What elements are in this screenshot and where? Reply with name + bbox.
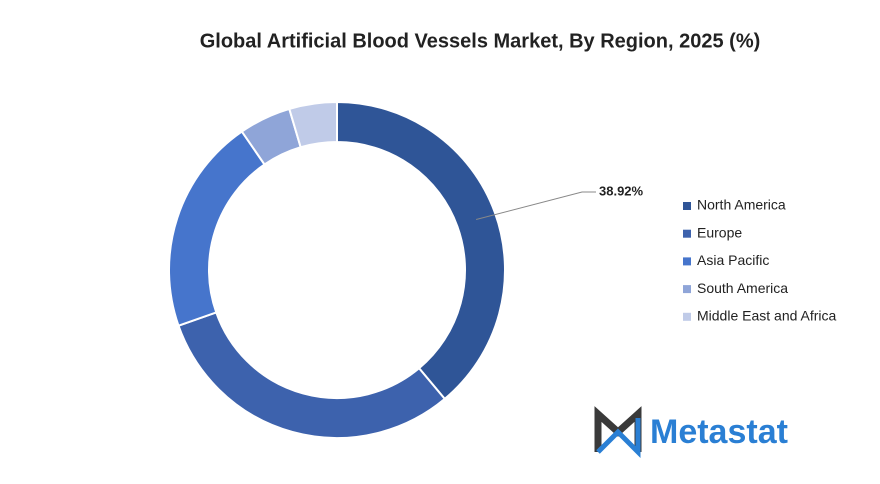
chart-title: Global Artificial Blood Vessels Market, … [200,30,761,52]
leader-line [475,191,596,221]
donut-segment [336,100,506,401]
legend-label: Europe [697,224,742,240]
data-label: 38.92% [599,183,644,198]
logo: Metastat [594,406,788,459]
legend-swatch [683,202,691,210]
legend-label: Asia Pacific [697,252,769,268]
legend-swatch [683,257,691,266]
legend-label: South America [697,280,788,296]
legend-swatch [683,229,691,238]
legend-swatch [683,312,691,321]
legend-swatch [683,285,691,294]
legend-label: North America [697,197,786,213]
donut-segment [288,100,338,149]
logo-icon-accent [596,418,641,459]
legend-label: Middle East and Africa [697,308,837,324]
logo-text: Metastat [650,413,788,451]
